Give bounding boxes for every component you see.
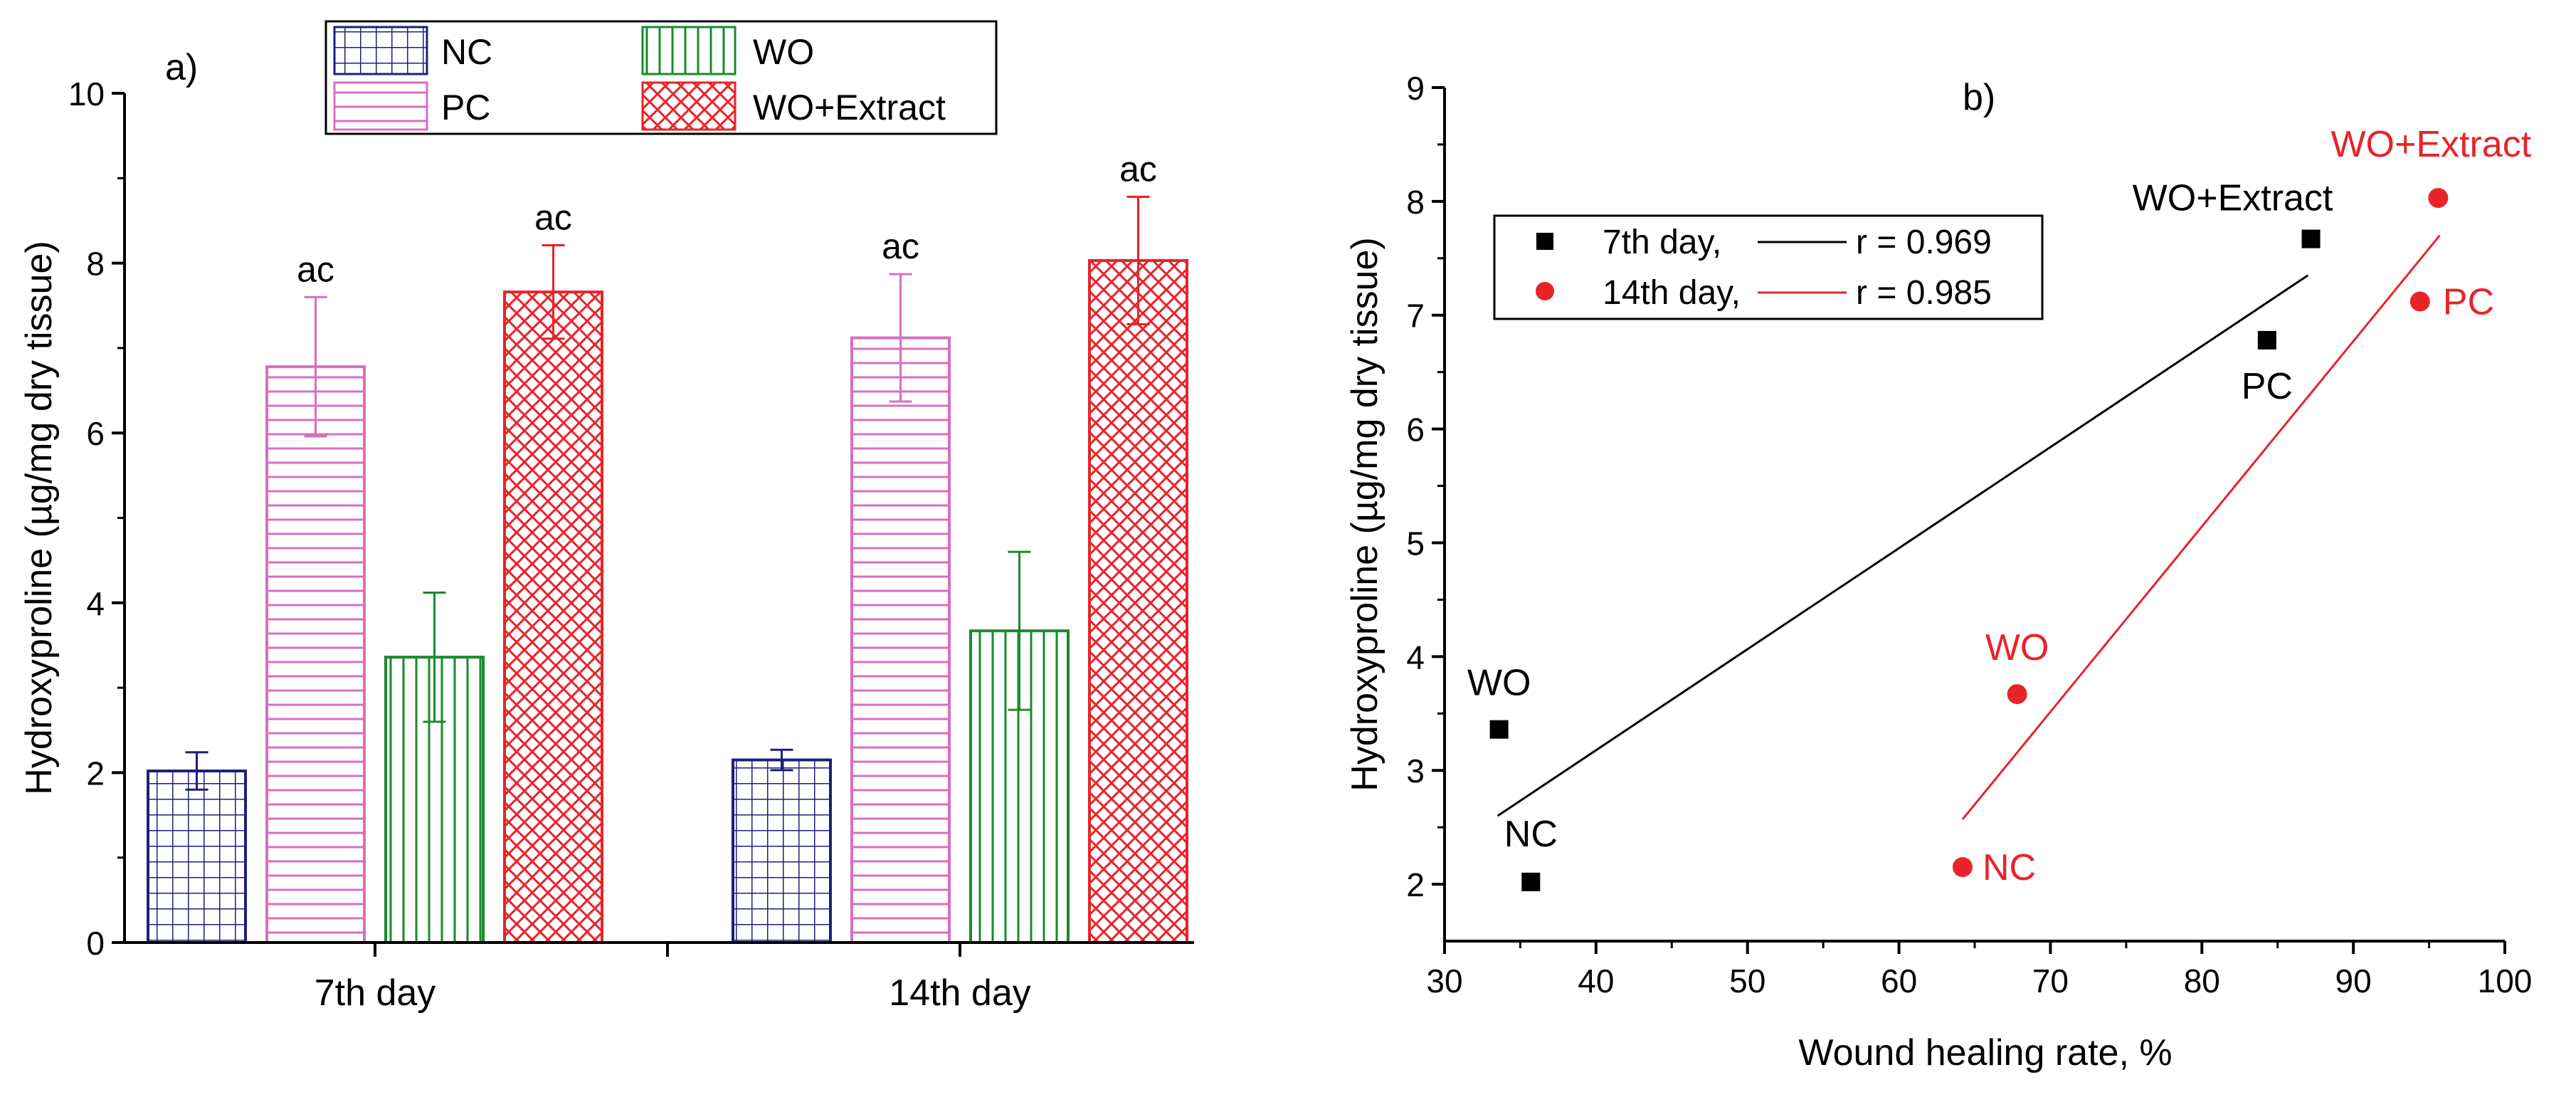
fit-line-7th-day — [1496, 274, 2309, 817]
fit-lines — [1496, 234, 2441, 820]
y-tick-label: 5 — [1406, 525, 1425, 562]
y-axis-ticks: 0 2 4 6 8 10 — [68, 75, 125, 962]
bar-nc-14th-day — [732, 758, 832, 944]
point-label: NC — [1983, 847, 2036, 888]
legend-label-wo: WO — [753, 32, 814, 72]
legend: NC PC WO WO+Extract — [324, 20, 998, 135]
point-label: PC — [2443, 282, 2494, 323]
legend-label-pc: PC — [441, 88, 490, 127]
panel-label: b) — [1963, 77, 1995, 118]
legend-label-wo-extract: WO+Extract — [753, 88, 946, 127]
significance-label: ac — [1119, 149, 1157, 189]
y-tick-label: 8 — [86, 246, 105, 283]
bar-chart-panel: 0 2 4 6 8 10 ac ac ac ac 7th day 14th day Hydroxy… — [19, 20, 1194, 1014]
x-tick-label: 90 — [2335, 962, 2372, 999]
bar-annotations: ac ac ac ac — [297, 149, 1157, 290]
point-wo-extract-14th-day — [2428, 188, 2449, 209]
y-tick-label: 2 — [86, 755, 105, 792]
legend: 7th day, r = 0.969 14th day, r = 0.985 — [1493, 214, 2044, 320]
x-tick-label: 7th day — [315, 972, 436, 1014]
point-label: WO+Extract — [2133, 178, 2333, 219]
legend-marker-14th-day — [1536, 282, 1554, 300]
x-tick-label: 100 — [2478, 962, 2533, 999]
x-tick-label: 70 — [2032, 962, 2069, 999]
x-axis-label: Wound healing rate, % — [1798, 1032, 2172, 1074]
bar-wo-extract-14th-day — [1088, 259, 1188, 944]
x-tick-label: 14th day — [889, 972, 1031, 1014]
legend-label-14th-day: 14th day, — [1603, 274, 1741, 312]
legend-r-7th-day: r = 0.969 — [1856, 224, 1992, 261]
point-label: NC — [1504, 814, 1558, 855]
bar-pc-14th-day — [850, 336, 951, 945]
axes — [123, 93, 1194, 944]
y-tick-label: 9 — [1406, 70, 1425, 107]
legend-marker-7th-day — [1536, 233, 1553, 250]
point-nc-7th-day — [1521, 872, 1541, 891]
legend-swatch-pc — [333, 81, 428, 131]
point-label: PC — [2242, 366, 2293, 407]
y-tick-label: 10 — [68, 75, 105, 112]
fit-line-14th-day — [1961, 234, 2441, 820]
point-wo-extract-7th-day — [2301, 229, 2321, 248]
point-wo-7th-day — [1489, 720, 1509, 739]
point-label: WO — [1985, 627, 2049, 668]
x-axis-ticks: 7th day 14th day — [315, 943, 1031, 1014]
legend-swatch-wo-extract — [641, 81, 737, 131]
x-tick-label: 40 — [1578, 962, 1614, 999]
legend-swatch-wo — [641, 26, 737, 75]
y-tick-label: 6 — [86, 415, 105, 452]
y-tick-label: 8 — [1406, 184, 1425, 221]
y-tick-label: 4 — [86, 585, 105, 622]
y-tick-label: 2 — [1406, 866, 1425, 903]
y-tick-label: 0 — [86, 925, 105, 962]
y-tick-label: 3 — [1406, 752, 1425, 789]
y-axis-ticks: 2 3 4 5 6 7 8 9 — [1406, 70, 1445, 903]
x-tick-label: 60 — [1881, 962, 1917, 999]
point-labels: NC WO PC WO+Extract NC WO PC WO+Extract — [1467, 124, 2532, 888]
y-tick-label: 6 — [1406, 411, 1425, 448]
bar-nc-7th-day — [147, 770, 247, 945]
x-tick-label: 50 — [1729, 962, 1765, 999]
point-wo-14th-day — [2007, 684, 2027, 705]
y-tick-label: 7 — [1406, 298, 1425, 335]
y-tick-label: 4 — [1406, 639, 1425, 676]
point-pc-7th-day — [2257, 330, 2276, 350]
y-axis-label: Hydroxyproline (µg/mg dry tissue) — [19, 241, 60, 794]
legend-label-nc: NC — [441, 32, 492, 72]
data-points — [1489, 188, 2449, 891]
point-label: WO — [1467, 663, 1531, 704]
x-tick-label: 80 — [2184, 962, 2220, 999]
error-bars — [185, 196, 1150, 791]
y-axis-label: Hydroxyproline (µg/mg dry tissue) — [1344, 237, 1385, 791]
legend-r-14th-day: r = 0.985 — [1856, 274, 1992, 312]
x-axis-ticks: 30 40 50 60 70 80 90 100 — [1426, 941, 2532, 999]
point-pc-14th-day — [2409, 291, 2430, 312]
bars — [147, 259, 1188, 945]
x-tick-label: 30 — [1426, 962, 1462, 999]
point-label: WO+Extract — [2330, 124, 2531, 165]
bar-wo-extract-7th-day — [503, 290, 603, 944]
legend-label-7th-day: 7th day, — [1603, 224, 1721, 261]
scatter-chart-panel: 2 3 4 5 6 7 8 9 30 40 50 60 70 80 90 100 NC WO PC WO+Extr… — [1344, 70, 2532, 1074]
significance-label: ac — [882, 226, 919, 266]
significance-label: ac — [297, 249, 334, 289]
bar-pc-7th-day — [265, 365, 366, 944]
panel-label: a) — [165, 47, 198, 88]
point-nc-14th-day — [1952, 857, 1973, 878]
legend-swatch-nc — [333, 26, 428, 75]
significance-label: ac — [534, 198, 572, 238]
